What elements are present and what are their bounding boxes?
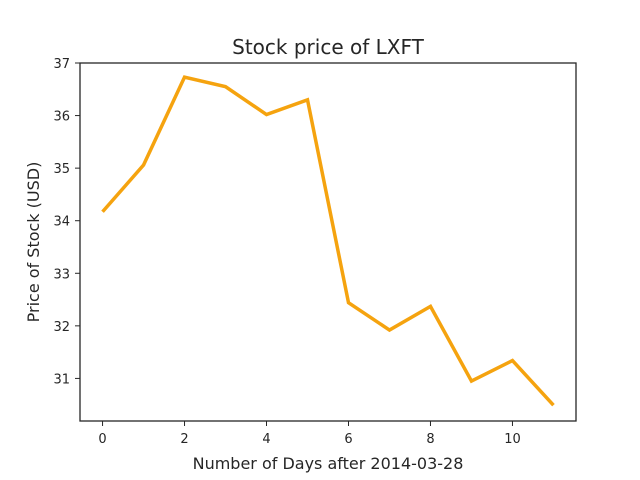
y-tick-label: 31 <box>53 372 70 387</box>
x-tick-label: 2 <box>180 432 188 447</box>
y-axis-ticks: 31 32 33 34 35 36 37 <box>53 57 80 387</box>
x-tick-label: 6 <box>344 432 352 447</box>
y-axis-label: Price of Stock (USD) <box>24 162 43 323</box>
x-tick-label: 0 <box>98 432 106 447</box>
y-tick-label: 33 <box>53 267 70 282</box>
y-tick-label: 34 <box>53 215 70 230</box>
plot-area: 0 2 4 6 8 10 31 32 33 34 35 36 37 <box>53 57 577 447</box>
series-line-0 <box>101 75 555 407</box>
x-tick-label: 10 <box>504 432 521 447</box>
x-axis-ticks: 0 2 4 6 8 10 <box>98 421 521 447</box>
x-tick-label: 8 <box>426 432 434 447</box>
x-tick-label: 4 <box>262 432 270 447</box>
y-tick-label: 37 <box>53 57 70 72</box>
x-axis-label: Number of Days after 2014-03-28 <box>193 454 464 473</box>
y-tick-label: 32 <box>53 320 70 335</box>
plot-frame <box>79 62 577 422</box>
chart-title: Stock price of LXFT <box>232 35 424 59</box>
series-layer <box>101 75 555 407</box>
y-tick-label: 35 <box>53 162 70 177</box>
y-tick-label: 36 <box>53 110 70 125</box>
